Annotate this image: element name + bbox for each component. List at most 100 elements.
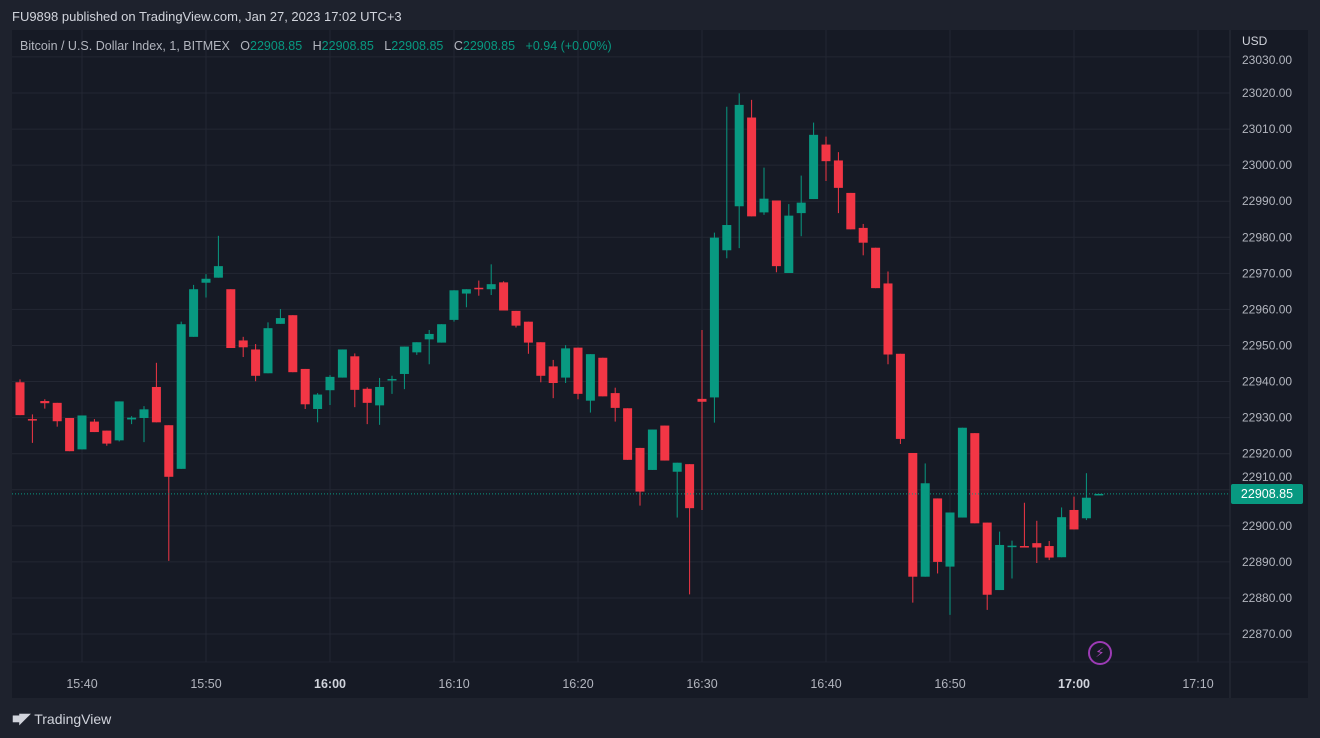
low-label: L	[384, 39, 392, 53]
candle-up	[759, 198, 769, 213]
candle-down	[858, 227, 868, 243]
ohlc-legend: Bitcoin / U.S. Dollar Index, 1, BITMEX O…	[20, 39, 612, 53]
candle-down	[89, 421, 99, 433]
price-tick-label: 22900.00	[1242, 519, 1292, 533]
candle-down	[573, 347, 583, 394]
close-value: 22908.85	[462, 39, 516, 53]
candle-down	[598, 357, 608, 397]
candle-up	[957, 427, 967, 518]
price-tick-label: 22980.00	[1242, 230, 1292, 244]
candle-up	[437, 324, 447, 343]
candle-up	[139, 409, 149, 418]
time-tick-label: 16:10	[438, 677, 469, 691]
close-label: C	[453, 39, 463, 53]
candle-down	[15, 382, 25, 416]
candle-up	[809, 134, 819, 200]
candle-up	[796, 202, 806, 214]
candle-up	[1094, 493, 1104, 496]
candle-down	[474, 287, 484, 290]
price-tick-label: 23000.00	[1242, 158, 1292, 172]
candle-down	[685, 464, 695, 509]
price-tick-label: 22930.00	[1242, 411, 1292, 425]
candle-down	[27, 419, 37, 421]
time-tick-label: 15:50	[190, 677, 221, 691]
candle-down	[511, 310, 521, 326]
candle-up	[263, 328, 273, 374]
time-tick-label: 15:40	[66, 677, 97, 691]
low-value: 22908.85	[391, 39, 444, 53]
candle-up	[399, 346, 409, 374]
candle-down	[65, 417, 75, 452]
candle-down	[523, 321, 533, 343]
lightning-icon[interactable]: ⚡︎	[1088, 641, 1112, 665]
price-tick-label: 22970.00	[1242, 266, 1292, 280]
candle-down	[970, 433, 980, 524]
price-tick-label: 22940.00	[1242, 375, 1292, 389]
price-tick-label: 22960.00	[1242, 302, 1292, 316]
candle-up	[1081, 497, 1091, 519]
price-tick-label: 23010.00	[1242, 122, 1292, 136]
candle-down	[846, 192, 856, 230]
candle-down	[1044, 546, 1054, 558]
candle-up	[1057, 517, 1067, 558]
candle-up	[127, 417, 137, 420]
published-caption: FU9898 published on TradingView.com, Jan…	[12, 9, 402, 24]
price-tick-label: 22870.00	[1242, 627, 1292, 641]
price-tick-label: 23030.00	[1242, 53, 1292, 67]
candle-down	[982, 522, 992, 595]
candle-up	[722, 225, 732, 251]
candle-down	[660, 425, 670, 461]
candle-up	[709, 237, 719, 398]
candle-up	[176, 324, 186, 469]
candle-up	[461, 289, 471, 294]
candle-down	[635, 447, 645, 492]
candle-down	[102, 430, 112, 444]
candle-up	[275, 318, 285, 324]
candle-up	[375, 386, 385, 406]
candle-down	[350, 356, 360, 390]
candle-down	[883, 283, 893, 355]
candle-up	[784, 215, 794, 273]
time-tick-label: 16:30	[686, 677, 717, 691]
candle-up	[449, 290, 459, 320]
candle-down	[1069, 509, 1079, 530]
candle-down	[362, 388, 372, 403]
tradingview-logo[interactable]: ■◤ TradingView	[12, 710, 111, 727]
time-axis[interactable]: 15:40 15:50 16:00 16:10 16:20 16:30 16:40 16:50…	[66, 677, 1213, 691]
candle-up	[189, 289, 199, 337]
candles	[15, 93, 1104, 615]
candle-down	[871, 247, 881, 289]
candle-down	[833, 160, 843, 188]
candle-down	[1032, 543, 1042, 548]
open-value: 22908.85	[250, 39, 303, 53]
time-tick-label: 16:20	[562, 677, 593, 691]
candle-up	[412, 342, 422, 353]
candle-up	[561, 348, 571, 378]
time-tick-label: 16:00	[314, 677, 346, 691]
candle-up	[1007, 545, 1017, 548]
candle-up	[114, 401, 124, 441]
candle-up	[672, 462, 682, 472]
candle-up	[313, 394, 323, 409]
candle-down	[771, 200, 781, 267]
candle-down	[288, 315, 298, 373]
candle-up	[920, 483, 930, 577]
candle-down	[697, 398, 707, 402]
price-tick-label: 23020.00	[1242, 86, 1292, 100]
price-axis[interactable]: 23030.00 23020.00 23010.00 23000.00 22990.00…	[1242, 53, 1292, 641]
symbol-title[interactable]: Bitcoin / U.S. Dollar Index, 1, BITMEX	[20, 39, 230, 53]
chart-panel[interactable]	[12, 30, 1308, 698]
time-tick-label: 17:00	[1058, 677, 1090, 691]
currency-label[interactable]: USD	[1242, 34, 1268, 48]
candle-down	[821, 144, 831, 162]
high-label: H	[312, 39, 322, 53]
price-tick-label: 22920.00	[1242, 447, 1292, 461]
candle-up	[337, 349, 347, 378]
price-tick-label: 22890.00	[1242, 555, 1292, 569]
price-tick-label: 22880.00	[1242, 591, 1292, 605]
price-tick-label: 22950.00	[1242, 338, 1292, 352]
candle-down	[151, 386, 161, 423]
tradingview-logo-icon: ■◤	[12, 710, 30, 726]
last-price-badge: 22908.85	[1231, 484, 1303, 504]
